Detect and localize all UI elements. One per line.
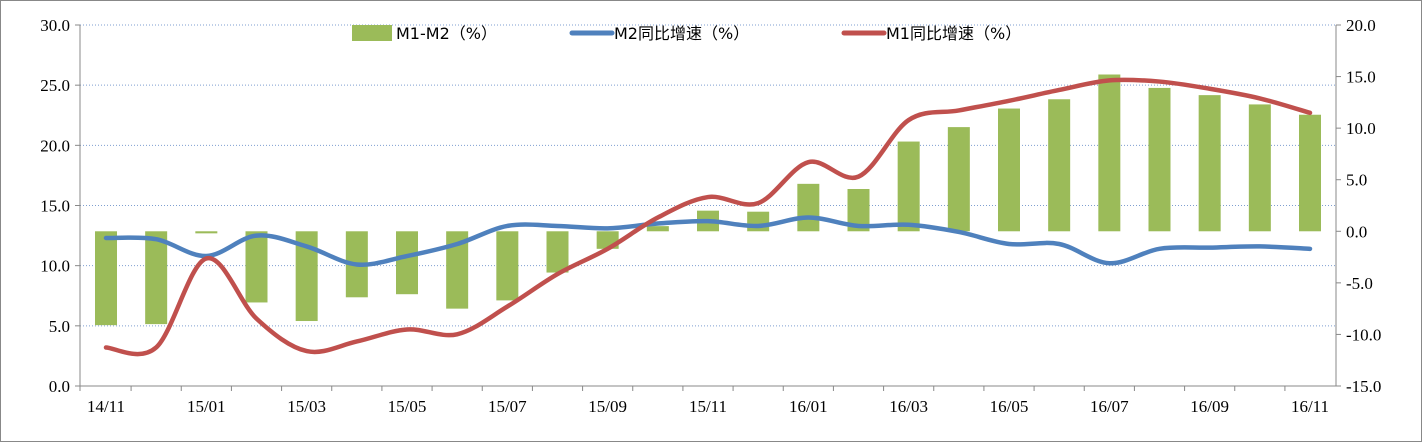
left-tick-label: 25.0 — [40, 76, 70, 95]
x-tick-label: 15/07 — [488, 397, 527, 416]
bar-16/11 — [1299, 114, 1321, 232]
right-tick-label: 0.0 — [1346, 222, 1367, 241]
x-tick-label: 16/07 — [1090, 397, 1129, 416]
right-tick-label: -15.0 — [1346, 377, 1381, 396]
left-tick-label: 5.0 — [49, 317, 70, 336]
line-m2 — [103, 215, 1313, 267]
x-tick-label: 16/03 — [889, 397, 928, 416]
left-tick-label: 30.0 — [40, 16, 70, 35]
bar-16/07 — [1098, 74, 1121, 232]
x-tick-label: 15/03 — [287, 397, 326, 416]
bar-16/05 — [998, 108, 1020, 232]
right-tick-label: 20.0 — [1346, 16, 1376, 35]
right-tick-label: -10.0 — [1346, 325, 1381, 344]
bar-14/11 — [95, 231, 117, 326]
bar-15/12 — [747, 211, 770, 232]
bar-16/10 — [1248, 104, 1271, 232]
bar-16/06 — [1048, 99, 1071, 232]
x-tick-label: 16/11 — [1291, 397, 1329, 416]
x-tick-label: 15/09 — [588, 397, 627, 416]
right-tick-label: 5.0 — [1346, 171, 1367, 190]
right-tick-label: 10.0 — [1346, 119, 1376, 138]
bar-15/08 — [546, 231, 569, 273]
legend-swatch-bar — [352, 25, 392, 41]
bar-16/04 — [947, 127, 970, 232]
legend: M1-M2（%） M2同比增速（%） M1同比增速（%） — [352, 24, 1021, 43]
left-tick-label: 15.0 — [40, 197, 70, 216]
legend-label-m2: M2同比增速（%） — [614, 24, 749, 43]
bar-15/06 — [446, 231, 469, 309]
x-tick-label: 16/01 — [789, 397, 828, 416]
line-m1 — [103, 77, 1313, 357]
bar-15/05 — [396, 231, 418, 295]
x-tick-label: 16/05 — [990, 397, 1029, 416]
bar-15/02 — [245, 231, 268, 303]
bar-14/12 — [145, 231, 168, 325]
bar-16/03 — [897, 141, 920, 232]
right-tick-label: 15.0 — [1346, 68, 1376, 87]
bar-15/03 — [295, 231, 318, 322]
bar-16/01 — [797, 183, 820, 232]
bar-15/07 — [496, 231, 519, 301]
left-tick-label: 20.0 — [40, 136, 70, 155]
left-tick-label: 0.0 — [49, 377, 70, 396]
legend-label-m1: M1同比增速（%） — [886, 24, 1021, 43]
legend-label-m1-m2: M1-M2（%） — [396, 24, 497, 43]
x-tick-label: 15/05 — [388, 397, 427, 416]
left-tick-label: 10.0 — [40, 257, 70, 276]
bar-15/01 — [195, 231, 218, 234]
bar-15/10 — [646, 226, 669, 232]
bar-16/08 — [1148, 87, 1171, 232]
right-tick-label: -5.0 — [1346, 274, 1373, 293]
x-tick-label: 15/11 — [689, 397, 727, 416]
x-tick-label: 15/01 — [187, 397, 226, 416]
x-tick-label: 16/09 — [1190, 397, 1229, 416]
bar-16/09 — [1198, 95, 1221, 232]
x-tick-label: 14/11 — [87, 397, 125, 416]
bar-16/02 — [847, 188, 870, 232]
